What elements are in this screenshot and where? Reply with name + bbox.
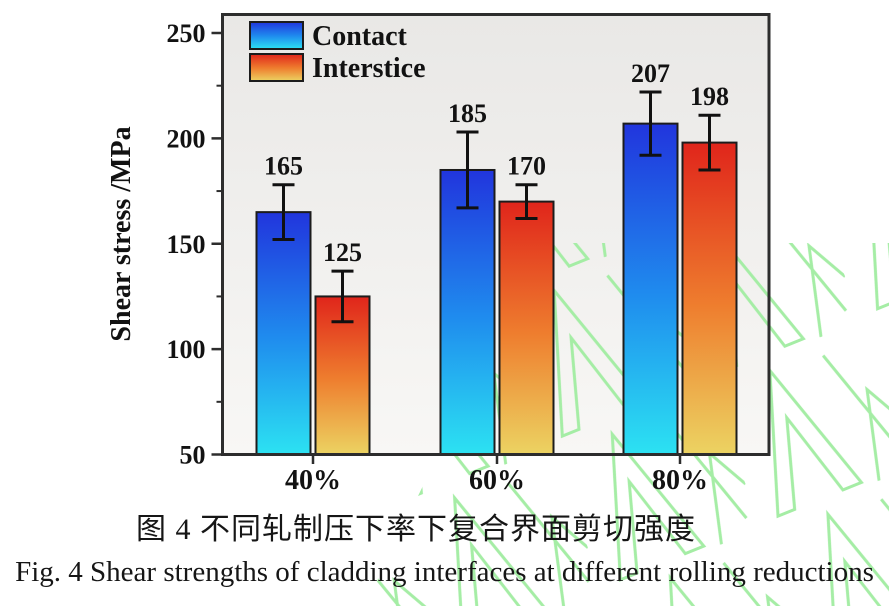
caption-english: Fig. 4 Shear strengths of cladding inter… xyxy=(15,556,874,588)
value-label-contact-60%: 185 xyxy=(448,99,487,128)
bar-interstice-60% xyxy=(498,200,555,456)
value-label-interstice-80%: 198 xyxy=(690,82,729,111)
value-label-interstice-40%: 125 xyxy=(323,238,362,267)
legend-swatch-interstice xyxy=(249,53,304,82)
x-tick-label-60%: 60% xyxy=(469,465,525,496)
legend-swatch-contact xyxy=(249,21,304,50)
value-label-contact-80%: 207 xyxy=(631,59,670,88)
bar-interstice-80% xyxy=(681,141,738,456)
y-tick-label: 150 xyxy=(167,230,206,259)
x-axis: 40% 60% 80% xyxy=(285,454,708,496)
x-tick-label-80%: 80% xyxy=(652,465,708,496)
y-axis: 50 100 150 200 250 Shear stress /MPa xyxy=(106,19,223,470)
y-tick-label: 200 xyxy=(167,124,206,153)
bar-contact-40% xyxy=(255,211,312,456)
value-label-contact-40%: 165 xyxy=(264,152,303,181)
error-bars-group xyxy=(272,90,721,324)
bar-contact-80% xyxy=(622,122,679,456)
bars-group xyxy=(255,122,738,456)
legend-label-contact: Contact xyxy=(312,21,408,52)
value-labels-group: 165 125 185 170 207 198 xyxy=(264,59,729,267)
y-tick-label: 50 xyxy=(180,441,206,470)
y-tick-label: 100 xyxy=(167,335,206,364)
y-tick-label: 250 xyxy=(167,19,206,48)
y-axis-title: Shear stress /MPa xyxy=(106,126,137,341)
x-tick-label-40%: 40% xyxy=(285,465,341,496)
caption-chinese: 图 4 不同轧制压下率下复合界面剪切强度 xyxy=(136,513,696,546)
value-label-interstice-60%: 170 xyxy=(507,152,546,181)
legend-label-interstice: Interstice xyxy=(312,53,426,84)
bar-contact-60% xyxy=(439,168,496,456)
